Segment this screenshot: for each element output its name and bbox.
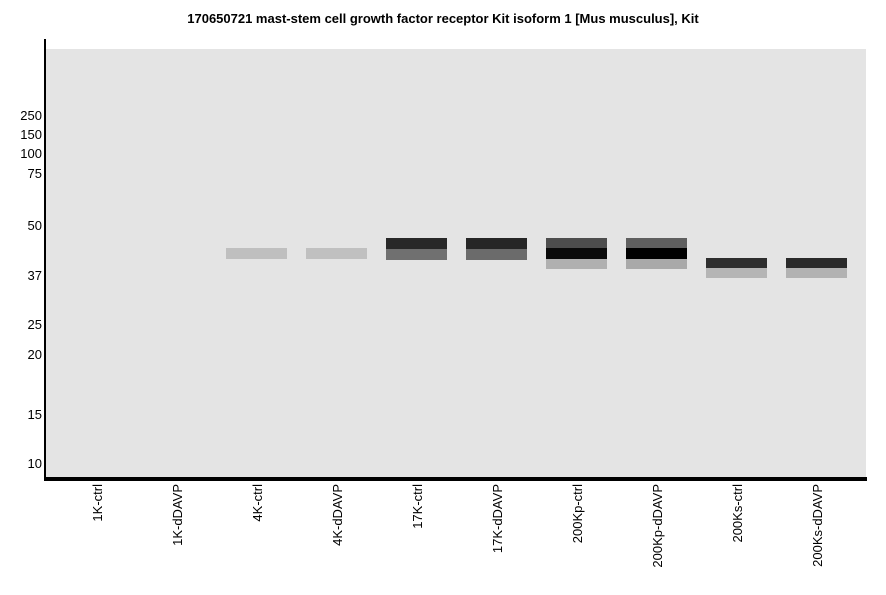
gel-band [226,248,287,259]
lane-label: 200Ks-ctrl [729,484,745,543]
y-axis-line [44,39,46,481]
gel-band [706,268,767,278]
gel-band [466,238,527,249]
lane-label: 4K-dDAVP [329,484,345,546]
lane-label: 1K-dDAVP [169,484,185,546]
lane-label: 17K-ctrl [409,484,425,529]
gel-band [706,258,767,268]
y-tick-label: 50 [27,218,42,233]
y-tick-label: 75 [27,166,42,181]
y-tick-label: 150 [20,127,42,142]
lane-label: 200Kp-dDAVP [649,484,665,568]
y-tick-label: 10 [27,456,42,471]
gel-band [306,248,367,259]
y-tick-label: 250 [20,108,42,123]
y-tick-label: 15 [27,407,42,422]
gel-band [386,238,447,249]
gel-band [626,238,687,248]
lane-label: 17K-dDAVP [489,484,505,554]
lane-label: 4K-ctrl [249,484,265,522]
figure-title: 170650721 mast-stem cell growth factor r… [187,11,699,26]
lane-label: 200Ks-dDAVP [809,484,825,567]
gel-band [386,249,447,260]
gel-band [546,238,607,248]
y-tick-label: 20 [27,347,42,362]
lane-label: 1K-ctrl [89,484,105,522]
gel-band [786,258,847,268]
gel-band [546,248,607,259]
gel-band [466,249,527,260]
gel-band [546,259,607,269]
gel-band [626,259,687,269]
y-tick-label: 37 [27,268,42,283]
y-tick-label: 25 [27,317,42,332]
gel-band [786,268,847,278]
lane-label: 200Kp-ctrl [569,484,585,544]
gel-band [626,248,687,259]
y-tick-label: 100 [20,146,42,161]
x-axis-line [44,477,867,481]
